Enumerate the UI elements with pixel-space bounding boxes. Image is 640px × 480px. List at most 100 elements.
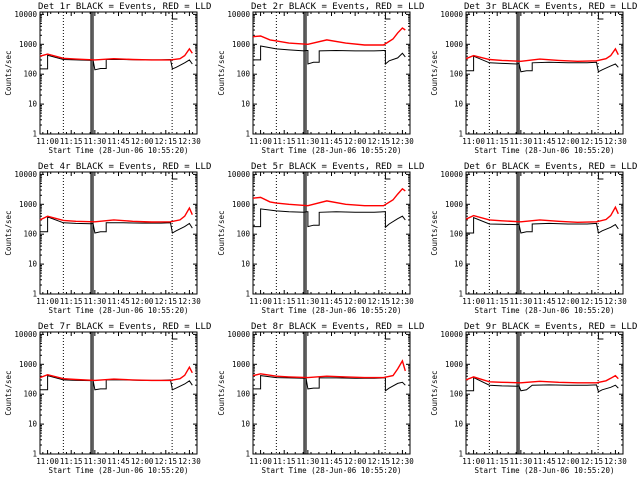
x-tick-label: 11:45: [533, 297, 556, 306]
x-tick-label: 12:15: [368, 457, 391, 466]
y-tick-label: 10000: [440, 10, 463, 19]
y-tick-label: 10: [241, 100, 251, 109]
x-tick-label: 11:15: [486, 137, 509, 146]
x-tick-label: 12:00: [557, 457, 580, 466]
x-tick-label: 12:00: [344, 457, 367, 466]
x-tick-label: 11:00: [462, 297, 485, 306]
x-tick-label: 12:15: [368, 297, 391, 306]
y-tick-label: 1000: [445, 40, 464, 49]
detector-panel: Det 3r BLACK = Events, RED = LLD 1 10 100 10…: [430, 2, 637, 155]
y-tick-label: 10: [454, 260, 464, 269]
y-tick-label: 100: [236, 230, 250, 239]
lld-series-line: [39, 47, 193, 61]
x-tick-label: 11:00: [36, 137, 59, 146]
x-axis-label: Start Time (28-Jun-06 10:55:20): [49, 306, 189, 315]
segment-bracket-mark: [171, 12, 178, 20]
events-series-line: [466, 376, 619, 393]
lld-series-line: [39, 365, 193, 382]
y-tick-label: 1000: [232, 40, 251, 49]
y-tick-label: 1: [32, 290, 37, 299]
segment-bracket-mark: [171, 172, 178, 180]
x-tick-label: 12:30: [604, 297, 627, 306]
y-tick-label: 1000: [445, 360, 464, 369]
y-axis-label: Counts/sec: [4, 50, 13, 95]
y-tick-label: 100: [23, 70, 37, 79]
events-series-line: [466, 55, 619, 73]
y-axis-label: Counts/sec: [217, 50, 226, 95]
lld-series-line: [465, 47, 619, 63]
y-tick-label: 10000: [14, 330, 37, 339]
x-tick-label: 11:15: [486, 297, 509, 306]
y-tick-label: 100: [449, 390, 463, 399]
y-tick-label: 10000: [440, 330, 463, 339]
x-tick-label: 11:30: [510, 297, 533, 306]
x-axis-label: Start Time (28-Jun-06 10:55:20): [49, 146, 189, 155]
x-tick-label: 11:00: [249, 457, 272, 466]
events-series-line: [40, 374, 193, 391]
y-tick-label: 100: [236, 390, 250, 399]
x-tick-label: 12:15: [581, 457, 604, 466]
x-tick-label: 11:00: [36, 457, 59, 466]
panel-title: Det 6r BLACK = Events, RED = LLD: [464, 162, 637, 172]
x-tick-label: 12:15: [155, 297, 178, 306]
y-tick-label: 1000: [19, 200, 38, 209]
x-tick-label: 12:30: [604, 137, 627, 146]
x-tick-label: 11:15: [273, 137, 296, 146]
x-tick-label: 12:30: [178, 137, 201, 146]
detector-panel: Det 2r BLACK = Events, RED = LLD 1 10 100 10…: [217, 2, 424, 155]
lld-series-line: [39, 206, 193, 223]
x-tick-label: 11:00: [249, 297, 272, 306]
detector-panel: Det 6r BLACK = Events, RED = LLD 1 10 100 10…: [430, 162, 637, 315]
y-tick-label: 1: [245, 450, 250, 459]
detector-panel: Det 8r BLACK = Events, RED = LLD 1 10 100 10…: [217, 322, 424, 475]
x-tick-label: 11:30: [297, 457, 320, 466]
y-tick-label: 10: [454, 420, 464, 429]
x-tick-label: 12:15: [368, 137, 391, 146]
x-tick-label: 11:00: [36, 297, 59, 306]
y-tick-label: 10: [28, 260, 38, 269]
x-tick-label: 11:30: [84, 297, 107, 306]
detector-panel: Det 7r BLACK = Events, RED = LLD 1 10 100 10…: [4, 322, 211, 475]
detector-panel: Det 5r BLACK = Events, RED = LLD 1 10 100 10…: [217, 162, 424, 315]
y-axis-label: Counts/sec: [430, 210, 439, 255]
x-tick-label: 11:00: [249, 137, 272, 146]
y-tick-label: 1000: [445, 200, 464, 209]
lld-series-line: [465, 205, 619, 224]
lld-series-line: [252, 27, 406, 46]
y-axis-label: Counts/sec: [4, 210, 13, 255]
segment-bracket-mark: [597, 332, 604, 340]
y-axis-label: Counts/sec: [430, 370, 439, 415]
x-tick-label: 11:45: [320, 137, 343, 146]
lld-series-line: [252, 187, 406, 207]
x-tick-label: 11:15: [60, 297, 83, 306]
x-axis-label: Start Time (28-Jun-06 10:55:20): [262, 146, 402, 155]
x-tick-label: 11:30: [510, 137, 533, 146]
x-tick-label: 12:00: [131, 457, 154, 466]
detector-panel: Det 9r BLACK = Events, RED = LLD 1 10 100 10…: [430, 322, 637, 475]
segment-bracket-mark: [171, 332, 178, 340]
y-tick-label: 1: [458, 450, 463, 459]
y-tick-label: 1: [245, 130, 250, 139]
y-tick-label: 1: [32, 130, 37, 139]
x-tick-label: 11:45: [320, 457, 343, 466]
x-tick-label: 11:30: [297, 297, 320, 306]
y-tick-label: 1000: [19, 360, 38, 369]
x-tick-label: 12:30: [391, 457, 414, 466]
y-tick-label: 1000: [232, 360, 251, 369]
x-tick-label: 12:15: [581, 137, 604, 146]
x-tick-label: 11:15: [273, 297, 296, 306]
x-tick-label: 11:30: [84, 457, 107, 466]
events-series-line: [253, 375, 406, 392]
y-tick-label: 100: [449, 70, 463, 79]
panel-title: Det 4r BLACK = Events, RED = LLD: [38, 162, 211, 172]
y-tick-label: 10: [241, 420, 251, 429]
segment-bracket-mark: [384, 12, 391, 20]
y-axis-label: Counts/sec: [430, 50, 439, 95]
y-tick-label: 10000: [227, 10, 250, 19]
y-tick-label: 10000: [14, 170, 37, 179]
x-tick-label: 12:00: [557, 297, 580, 306]
detector-panel: Det 4r BLACK = Events, RED = LLD 1 10 100 10…: [4, 162, 211, 315]
x-tick-label: 11:15: [486, 457, 509, 466]
x-tick-label: 12:30: [391, 297, 414, 306]
